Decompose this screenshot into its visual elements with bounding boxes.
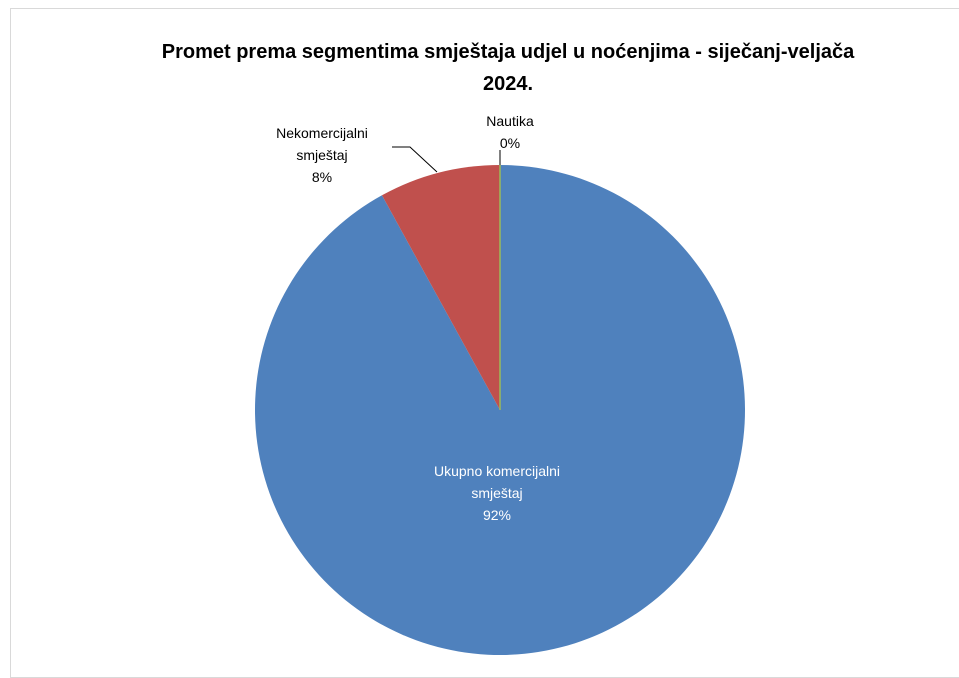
category-label: Nautika — [486, 113, 534, 129]
chart — [254, 146, 745, 655]
leader-line — [392, 146, 438, 173]
pie-slice — [381, 165, 500, 410]
chart-title: Promet prema segmentima smještaja udjel … — [161, 41, 855, 95]
data-label: Ukupno komercijalni smještaj 92% — [407, 460, 587, 526]
category-label: Nekomercijalni smještaj — [276, 125, 368, 163]
data-label: Nautika 0% — [470, 110, 550, 154]
value-label: 8% — [311, 169, 333, 185]
category-label: Ukupno komercijalni smještaj — [433, 463, 561, 501]
data-label: Nekomercijalni smještaj 8% — [262, 122, 382, 188]
value-label: 0% — [499, 135, 521, 151]
value-label: 92% — [482, 507, 512, 523]
